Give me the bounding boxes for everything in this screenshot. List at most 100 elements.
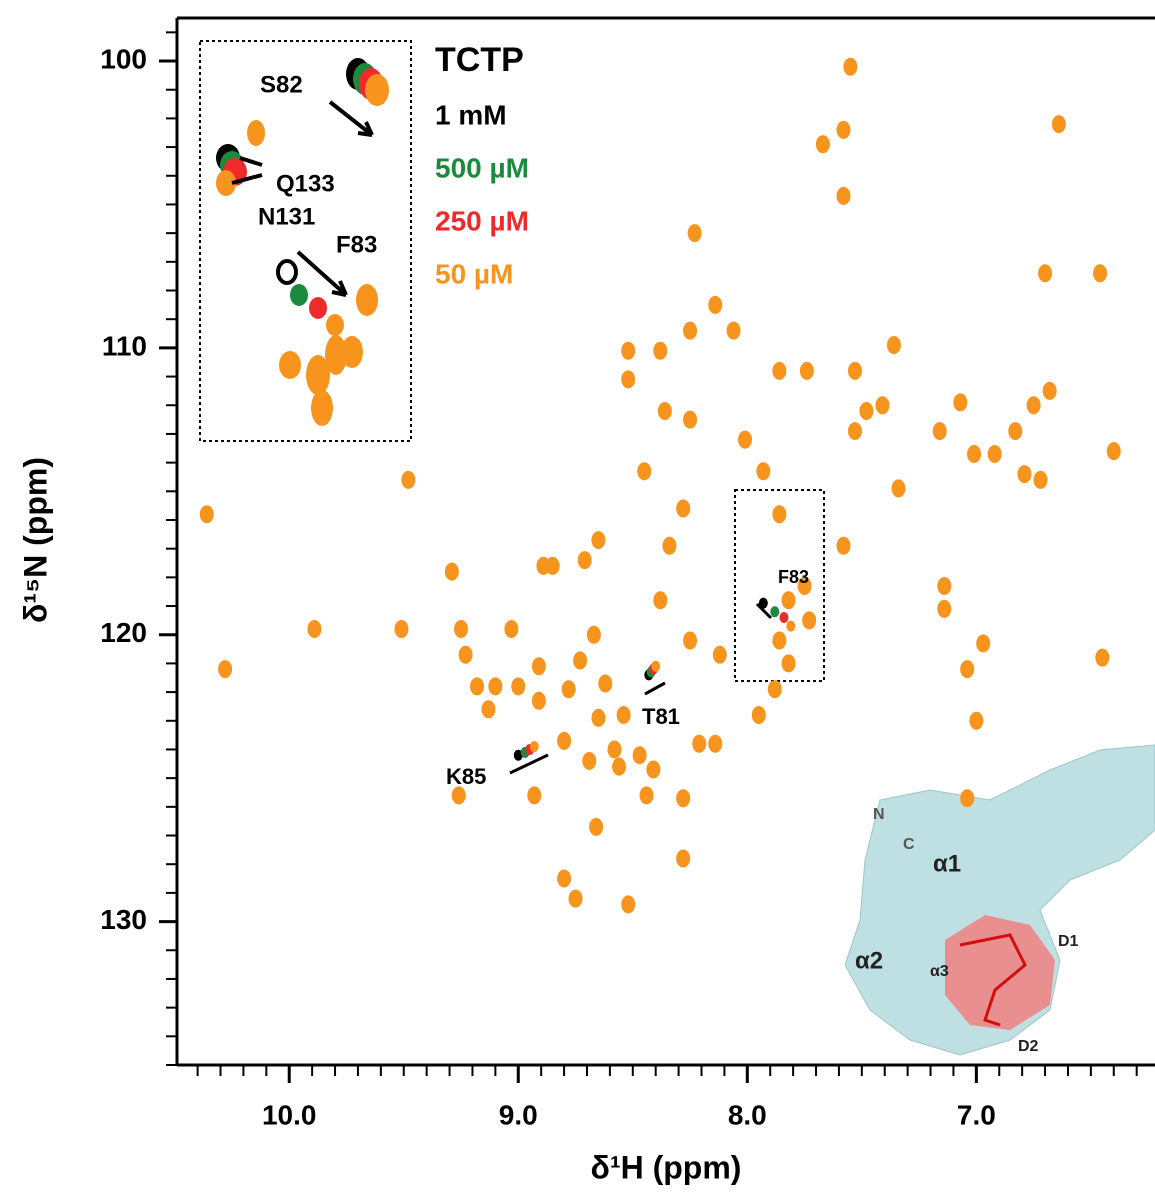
arrow: [509, 753, 549, 775]
peak: [561, 680, 576, 699]
peak: [639, 786, 654, 805]
peak: [726, 321, 741, 340]
peak: [683, 631, 698, 650]
inset-label: F83: [336, 231, 377, 258]
peak: [781, 654, 796, 673]
peak: [772, 505, 787, 524]
peak: [653, 341, 668, 360]
peak: [781, 591, 796, 610]
arrow: [296, 250, 348, 297]
structure-label: N: [873, 806, 885, 823]
y-tick-label: 130: [100, 904, 147, 935]
peak: [637, 462, 652, 481]
peak: [738, 430, 753, 449]
inset-peak: [309, 297, 327, 319]
peak: [1033, 470, 1048, 489]
peak: [598, 674, 613, 693]
peak: [815, 135, 830, 154]
peak: [1026, 396, 1041, 415]
peak: [960, 789, 975, 808]
peak: [621, 341, 636, 360]
peak: [531, 691, 546, 710]
peak: [976, 634, 991, 653]
inset-peak: [290, 284, 308, 306]
peak: [676, 789, 691, 808]
peak: [527, 786, 542, 805]
structure: [844, 744, 1155, 1056]
peak: [394, 619, 409, 638]
peak: [589, 817, 604, 836]
legend-title: TCTP: [435, 41, 524, 79]
arrows: [231, 100, 773, 775]
annotation: F83: [778, 567, 809, 587]
legend-entry: 500 µM: [435, 152, 529, 183]
peak: [687, 224, 702, 243]
inset-peak: [306, 355, 330, 395]
peak: [937, 599, 952, 618]
peak: [875, 396, 890, 415]
peak: [401, 470, 416, 489]
legend-entry: 1 mM: [435, 99, 507, 130]
peak: [676, 849, 691, 868]
peak: [591, 708, 606, 727]
peak: [953, 393, 968, 412]
structure-label: α3: [930, 963, 949, 980]
inset-box: [199, 40, 412, 442]
peak: [621, 370, 636, 389]
peak: [1095, 648, 1110, 667]
y-tick-label: 110: [102, 330, 147, 361]
peak: [859, 401, 874, 420]
peak: [557, 869, 572, 888]
peak: [591, 531, 606, 550]
inset-label: Q133: [276, 170, 335, 197]
peak: [772, 361, 787, 380]
peak: [758, 597, 768, 609]
structure-label: D2: [1018, 1038, 1039, 1055]
peak: [513, 749, 523, 761]
peak: [770, 606, 780, 618]
peak: [582, 751, 597, 770]
peak: [847, 361, 862, 380]
peak: [836, 120, 851, 139]
inset-peaks: [216, 58, 389, 426]
peak: [653, 591, 668, 610]
peak: [451, 786, 466, 805]
peak: [967, 445, 982, 464]
peak: [692, 734, 707, 753]
peak: [932, 422, 947, 441]
peak: [307, 619, 322, 638]
peak: [891, 479, 906, 498]
peak: [662, 536, 677, 555]
peak: [767, 680, 782, 699]
peak: [1106, 442, 1121, 461]
peak: [632, 746, 647, 765]
peak: [683, 410, 698, 429]
y-tick-label: 120: [100, 617, 147, 648]
peak: [886, 336, 901, 355]
inset-label: N131: [258, 203, 315, 230]
inset-label: S82: [260, 71, 303, 98]
structure-label: α1: [933, 850, 961, 877]
peak: [573, 651, 588, 670]
peak: [612, 757, 627, 776]
legend-entry: 50 µM: [435, 258, 513, 289]
peak: [799, 361, 814, 380]
peak: [1017, 465, 1032, 484]
peak: [786, 620, 796, 632]
binding-loop: [959, 933, 1027, 1027]
inset-peak: [356, 284, 378, 316]
y-tick-label: 100: [100, 43, 147, 74]
inset-peak: [216, 170, 236, 196]
structure-label: D1: [1058, 933, 1079, 950]
peak: [802, 611, 817, 630]
peak: [756, 462, 771, 481]
peak: [969, 711, 984, 730]
peak: [797, 576, 812, 595]
structure-label: C: [903, 836, 915, 853]
arrow: [755, 602, 773, 620]
x-tick-label: 10.0: [262, 1099, 317, 1130]
peak: [529, 741, 539, 753]
structure-surface: [844, 744, 1155, 1056]
legend-entry: 250 µM: [435, 205, 529, 236]
